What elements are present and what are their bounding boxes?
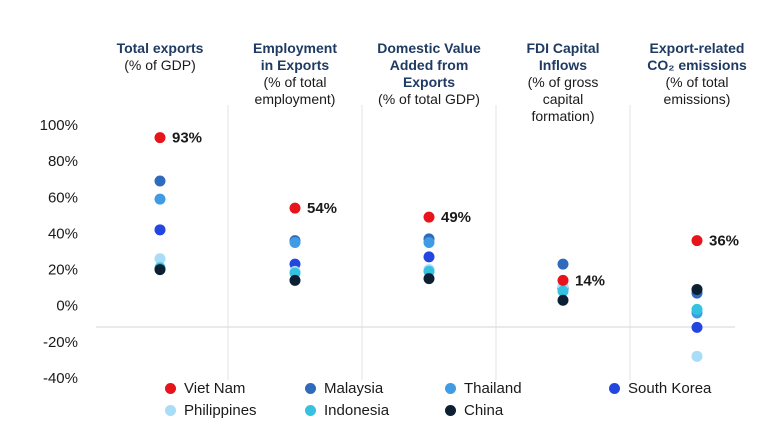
category-subtitle: (% of total GDP) xyxy=(378,91,480,107)
data-point-china xyxy=(691,283,703,295)
legend-marker xyxy=(305,383,316,394)
y-tick-label: 0% xyxy=(56,298,78,315)
legend-label: China xyxy=(464,402,504,419)
data-point-china xyxy=(557,294,569,306)
data-label-viet-nam: 36% xyxy=(709,233,739,250)
y-tick-label: -40% xyxy=(43,370,78,387)
category-header: Export-related CO₂ emissions (% of total em… xyxy=(627,40,767,108)
data-label-viet-nam: 54% xyxy=(307,200,337,217)
data-point-china xyxy=(423,273,435,285)
data-point-philippines xyxy=(154,253,166,265)
category-header: Total exports (% of GDP) xyxy=(90,40,230,74)
data-point-south-korea xyxy=(423,251,435,263)
legend-item: Indonesia xyxy=(305,402,389,419)
data-point-viet-nam xyxy=(691,235,703,247)
data-point-philippines xyxy=(691,350,703,362)
legend-item: South Korea xyxy=(609,380,711,397)
data-label-viet-nam: 14% xyxy=(575,272,605,289)
data-point-indonesia xyxy=(557,285,569,297)
data-point-indonesia xyxy=(691,303,703,315)
data-point-south-korea xyxy=(154,224,166,236)
legend-label: Indonesia xyxy=(324,402,390,419)
category-title: Export-related CO₂ emissions xyxy=(647,40,747,73)
legend-item: Viet Nam xyxy=(165,380,245,397)
y-tick-label: 100% xyxy=(40,117,78,134)
category-title: Domestic Value Added from Exports xyxy=(377,40,481,90)
legend-label: Thailand xyxy=(464,380,522,397)
legend-marker xyxy=(445,405,456,416)
category-title: Total exports xyxy=(116,40,204,56)
legend-marker xyxy=(165,405,176,416)
y-tick-label: 80% xyxy=(48,153,78,170)
legend-item: China xyxy=(445,402,503,419)
data-point-thailand xyxy=(289,236,301,248)
data-point-china xyxy=(154,264,166,276)
y-tick-label: 20% xyxy=(48,262,78,279)
category-header: Employment in Exports (% of total employmen… xyxy=(225,40,365,108)
category-subtitle: (% of GDP) xyxy=(124,57,196,73)
category-subtitle: (% of total employment) xyxy=(254,74,336,107)
legend-marker xyxy=(165,383,176,394)
category-subtitle: (% of total emissions) xyxy=(663,74,731,107)
data-point-viet-nam xyxy=(289,202,301,214)
category-subtitle: (% of gross capital formation) xyxy=(527,74,599,124)
category-title: FDI Capital Inflows xyxy=(526,40,600,73)
data-point-malaysia xyxy=(154,175,166,187)
legend-label: Philippines xyxy=(184,402,257,419)
data-point-china xyxy=(289,274,301,286)
category-header: Domestic Value Added from Exports (% of tot… xyxy=(359,40,499,108)
category-title: Employment in Exports xyxy=(252,40,337,73)
data-label-viet-nam: 93% xyxy=(172,130,202,147)
legend-label: Viet Nam xyxy=(184,380,246,397)
data-label-viet-nam: 49% xyxy=(441,209,471,226)
legend-label: South Korea xyxy=(628,380,712,397)
data-point-thailand xyxy=(154,193,166,205)
legend-item: Philippines xyxy=(165,402,257,419)
data-point-viet-nam xyxy=(557,274,569,286)
legend-label: Malaysia xyxy=(324,380,384,397)
legend-marker xyxy=(445,383,456,394)
data-point-viet-nam xyxy=(154,132,166,144)
legend-item: Thailand xyxy=(445,380,522,397)
y-tick-label: 60% xyxy=(48,189,78,206)
data-point-malaysia xyxy=(557,258,569,270)
data-point-south-korea xyxy=(691,321,703,333)
y-tick-label: 40% xyxy=(48,225,78,242)
category-header: FDI Capital Inflows (% of gross capital form… xyxy=(493,40,633,125)
legend-marker xyxy=(305,405,316,416)
legend-marker xyxy=(609,383,620,394)
data-point-thailand xyxy=(423,236,435,248)
y-tick-label: -20% xyxy=(43,334,78,351)
data-point-viet-nam xyxy=(423,211,435,223)
legend-item: Malaysia xyxy=(305,380,383,397)
